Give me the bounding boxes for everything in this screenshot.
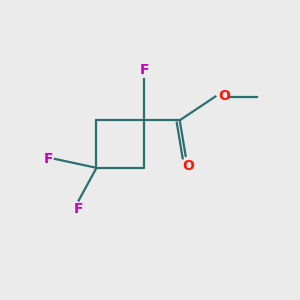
Text: F: F — [44, 152, 53, 166]
Text: O: O — [183, 159, 195, 173]
Text: O: O — [218, 89, 230, 103]
Text: F: F — [139, 63, 149, 77]
Text: F: F — [74, 202, 83, 216]
